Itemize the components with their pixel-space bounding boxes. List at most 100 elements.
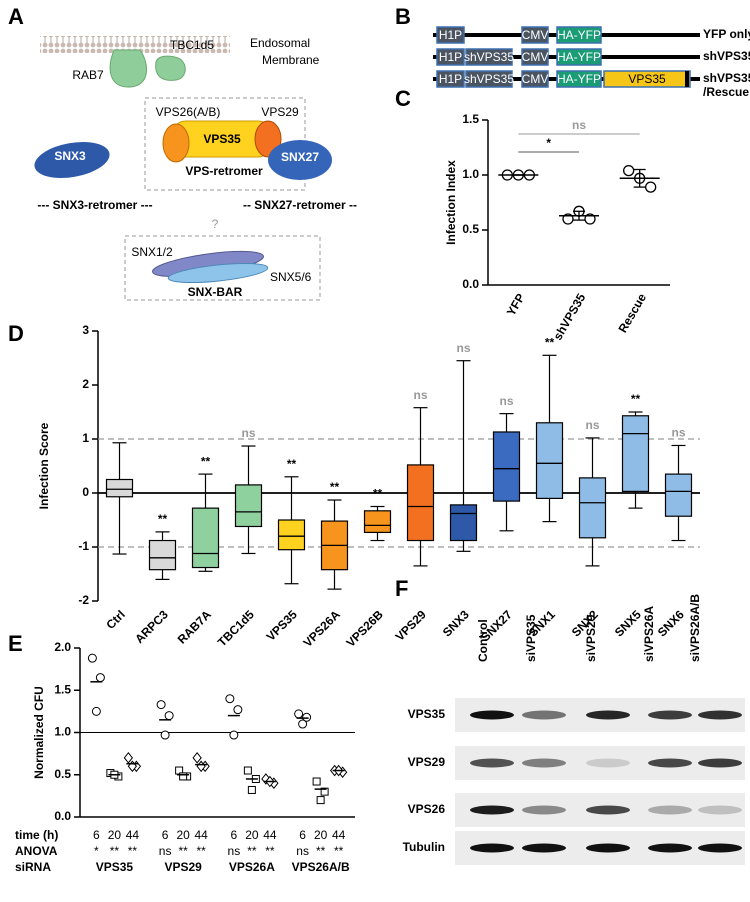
construct-element: [556, 26, 602, 44]
y-axis-label: Normalized CFU: [32, 686, 46, 779]
label: --- SNX3-retromer ---: [37, 198, 152, 212]
construct-element-label: CMV: [522, 72, 549, 86]
x-tick-label: shVPS35: [551, 291, 589, 343]
point: [312, 777, 321, 786]
construct-name: shVPS35: [703, 49, 750, 63]
time-label: 20: [245, 828, 259, 842]
box: [664, 473, 693, 517]
y-tick-label: 1.0: [462, 167, 479, 181]
significance-label: **: [631, 392, 641, 406]
point: [247, 785, 256, 794]
band: [522, 758, 566, 768]
point: [645, 181, 657, 193]
y-tick-label: 3: [82, 323, 89, 337]
band: [648, 758, 692, 768]
point: [91, 706, 101, 716]
construct-element: [436, 70, 465, 88]
y-axis-label: Infection Score: [37, 422, 51, 509]
group-label: VPS35: [96, 860, 134, 874]
y-tick-label: -2: [78, 593, 89, 607]
point: [302, 712, 312, 722]
snx3-shape: [34, 142, 110, 178]
y-tick-label: 0.5: [462, 222, 479, 236]
significance-label: **: [545, 335, 555, 349]
construct-element-label: HA-YFP: [557, 50, 601, 64]
panel-label: E: [8, 631, 23, 656]
label: ?: [212, 217, 219, 231]
construct-element: [436, 26, 465, 44]
y-tick-label: 0.0: [54, 809, 71, 823]
time-label: 44: [263, 828, 277, 842]
point: [298, 719, 308, 729]
time-label: 6: [299, 828, 306, 842]
y-tick-label: 0.5: [54, 767, 71, 781]
construct-element: [465, 70, 513, 88]
significance-label: ns: [456, 341, 470, 355]
panel-label: F: [395, 576, 408, 601]
protein-label: Tubulin: [403, 840, 445, 854]
band: [648, 805, 692, 815]
box: [492, 431, 521, 502]
time-label: 20: [108, 828, 122, 842]
band: [522, 843, 566, 853]
construct-name: /Rescue: [703, 85, 749, 99]
point: [225, 694, 235, 704]
box: [105, 478, 134, 498]
panel-label: C: [395, 86, 411, 111]
point: [179, 772, 188, 781]
anova-label: ns: [159, 844, 172, 858]
time-label: 20: [176, 828, 190, 842]
label: SNX1/2: [131, 245, 173, 259]
construct-tag: [685, 71, 689, 87]
time-label: 6: [231, 828, 238, 842]
snx56-shape: [167, 262, 269, 284]
band: [698, 758, 742, 768]
box: [621, 415, 650, 492]
band: [698, 710, 742, 720]
x-tick-label: Rescue: [616, 291, 650, 335]
significance-label: ns: [413, 388, 427, 402]
time-label: 20: [314, 828, 328, 842]
anova-label: **: [316, 844, 326, 858]
snx27-shape: [268, 140, 332, 180]
rab7-shape: [109, 49, 148, 88]
panel-label: B: [395, 4, 411, 29]
construct-element-label: shVPS35: [464, 50, 514, 64]
x-tick-label: VPS26B: [343, 607, 386, 650]
time-label: 44: [126, 828, 140, 842]
snx-bar-box: [124, 235, 321, 301]
y-axis-label: Infection Index: [444, 160, 458, 245]
label: Membrane: [262, 53, 320, 67]
band: [586, 805, 630, 815]
label: VPS29: [261, 105, 299, 119]
group-label: VPS29: [164, 860, 202, 874]
band: [470, 710, 514, 720]
construct-element: [556, 70, 602, 88]
significance-label: ns: [671, 426, 685, 440]
significance-label: **: [158, 512, 168, 526]
x-tick-label: ARPC3: [132, 607, 171, 646]
label: SNX5/6: [270, 270, 312, 284]
panel-a-diagram: RAB7 TBC1d5 Endosomal Membrane VPS26(A/B…: [34, 36, 357, 301]
construct-element: [603, 70, 691, 88]
x-tick-label: Ctrl: [103, 607, 128, 632]
band: [522, 805, 566, 815]
x-tick-label: TBC1d5: [215, 607, 257, 649]
time-label: 6: [162, 828, 169, 842]
band: [470, 805, 514, 815]
band: [522, 710, 566, 720]
point: [233, 705, 243, 715]
label: RAB7: [72, 68, 104, 82]
lane-label: siVPS26A: [642, 606, 656, 662]
label: SNX27: [281, 150, 319, 164]
construct-element: [521, 26, 549, 44]
construct-element-label: CMV: [522, 28, 549, 42]
significance-label: **: [287, 457, 297, 471]
row-title: siRNA: [15, 860, 51, 874]
membrane: [40, 36, 230, 53]
point: [316, 796, 325, 805]
band: [648, 843, 692, 853]
point: [584, 213, 596, 225]
label: VPS-retromer: [185, 164, 263, 178]
anova-label: **: [265, 844, 275, 858]
